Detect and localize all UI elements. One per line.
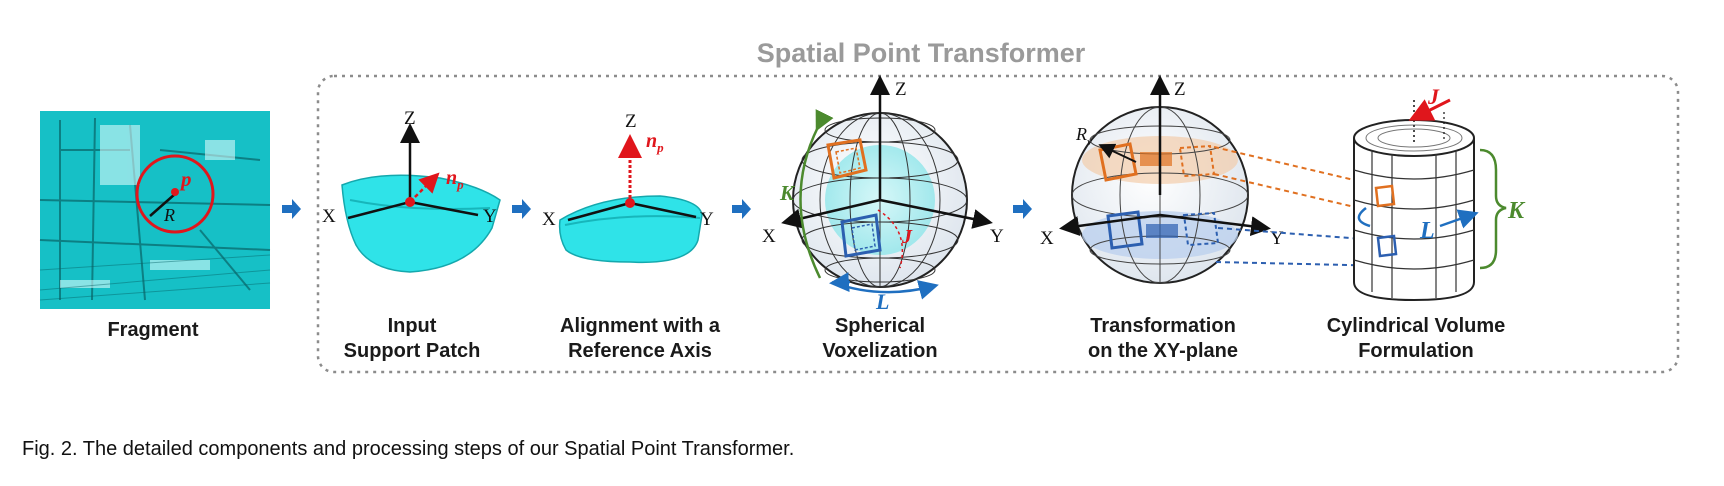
figure-title: Spatial Point Transformer <box>757 38 1086 68</box>
x-axis-label: X <box>322 206 336 227</box>
stage-label-input-line1: Input <box>388 315 437 337</box>
stage-label-input-line2: Support Patch <box>344 340 481 362</box>
transformer-frame <box>316 74 1680 374</box>
stage-label-transformation-line2: on the XY-plane <box>1088 340 1238 362</box>
flow-arrows <box>282 199 1032 219</box>
z-axis-label: Z <box>625 111 637 132</box>
point-p-symbol: p <box>179 167 192 191</box>
stage-label-spherical-line2: Voxelization <box>822 340 937 362</box>
l-symbol: L <box>875 289 889 314</box>
j-symbol: J <box>1427 84 1440 109</box>
j-symbol: J <box>901 226 913 248</box>
z-axis-label: Z <box>895 79 907 100</box>
stage-label-spherical-line1: Spherical <box>835 315 925 337</box>
y-axis-label: Y <box>483 206 497 227</box>
z-axis-label: Z <box>1174 79 1186 100</box>
stage-label-cylindrical-line1: Cylindrical Volume <box>1327 315 1506 337</box>
stage-label-alignment-line2: Reference Axis <box>568 340 712 362</box>
k-symbol: K <box>779 181 796 205</box>
stage-label-alignment-line1: Alignment with a <box>560 315 721 337</box>
k-symbol: K <box>1507 198 1526 224</box>
xy-transformation-sphere <box>1059 75 1271 284</box>
y-axis-label: Y <box>700 209 714 230</box>
stage-label-transformation-line1: Transformation <box>1090 315 1236 337</box>
x-axis-label: X <box>542 209 556 230</box>
x-axis-label: X <box>1040 228 1054 249</box>
stage-label-cylindrical-line2: Formulation <box>1358 340 1474 362</box>
y-axis-label: Y <box>1270 228 1284 249</box>
stage-label-fragment: Fragment <box>107 319 198 341</box>
x-axis-label: X <box>762 226 776 247</box>
input-support-patch <box>341 123 501 273</box>
normal-np-symbol: np <box>646 130 664 155</box>
radius-r-symbol: R <box>163 205 175 225</box>
spherical-voxel-sphere <box>781 75 993 300</box>
fragment-image <box>39 111 271 309</box>
figure-caption: Fig. 2. The detailed components and proc… <box>22 438 795 460</box>
y-axis-label: Y <box>990 226 1004 247</box>
normal-np-symbol: np <box>446 167 464 192</box>
cylinder-volume <box>1353 98 1507 302</box>
rv-symbol: Rv <box>1075 124 1092 148</box>
z-axis-label: Z <box>404 108 416 129</box>
aligned-patch <box>558 134 703 264</box>
l-symbol: L <box>1419 218 1435 244</box>
